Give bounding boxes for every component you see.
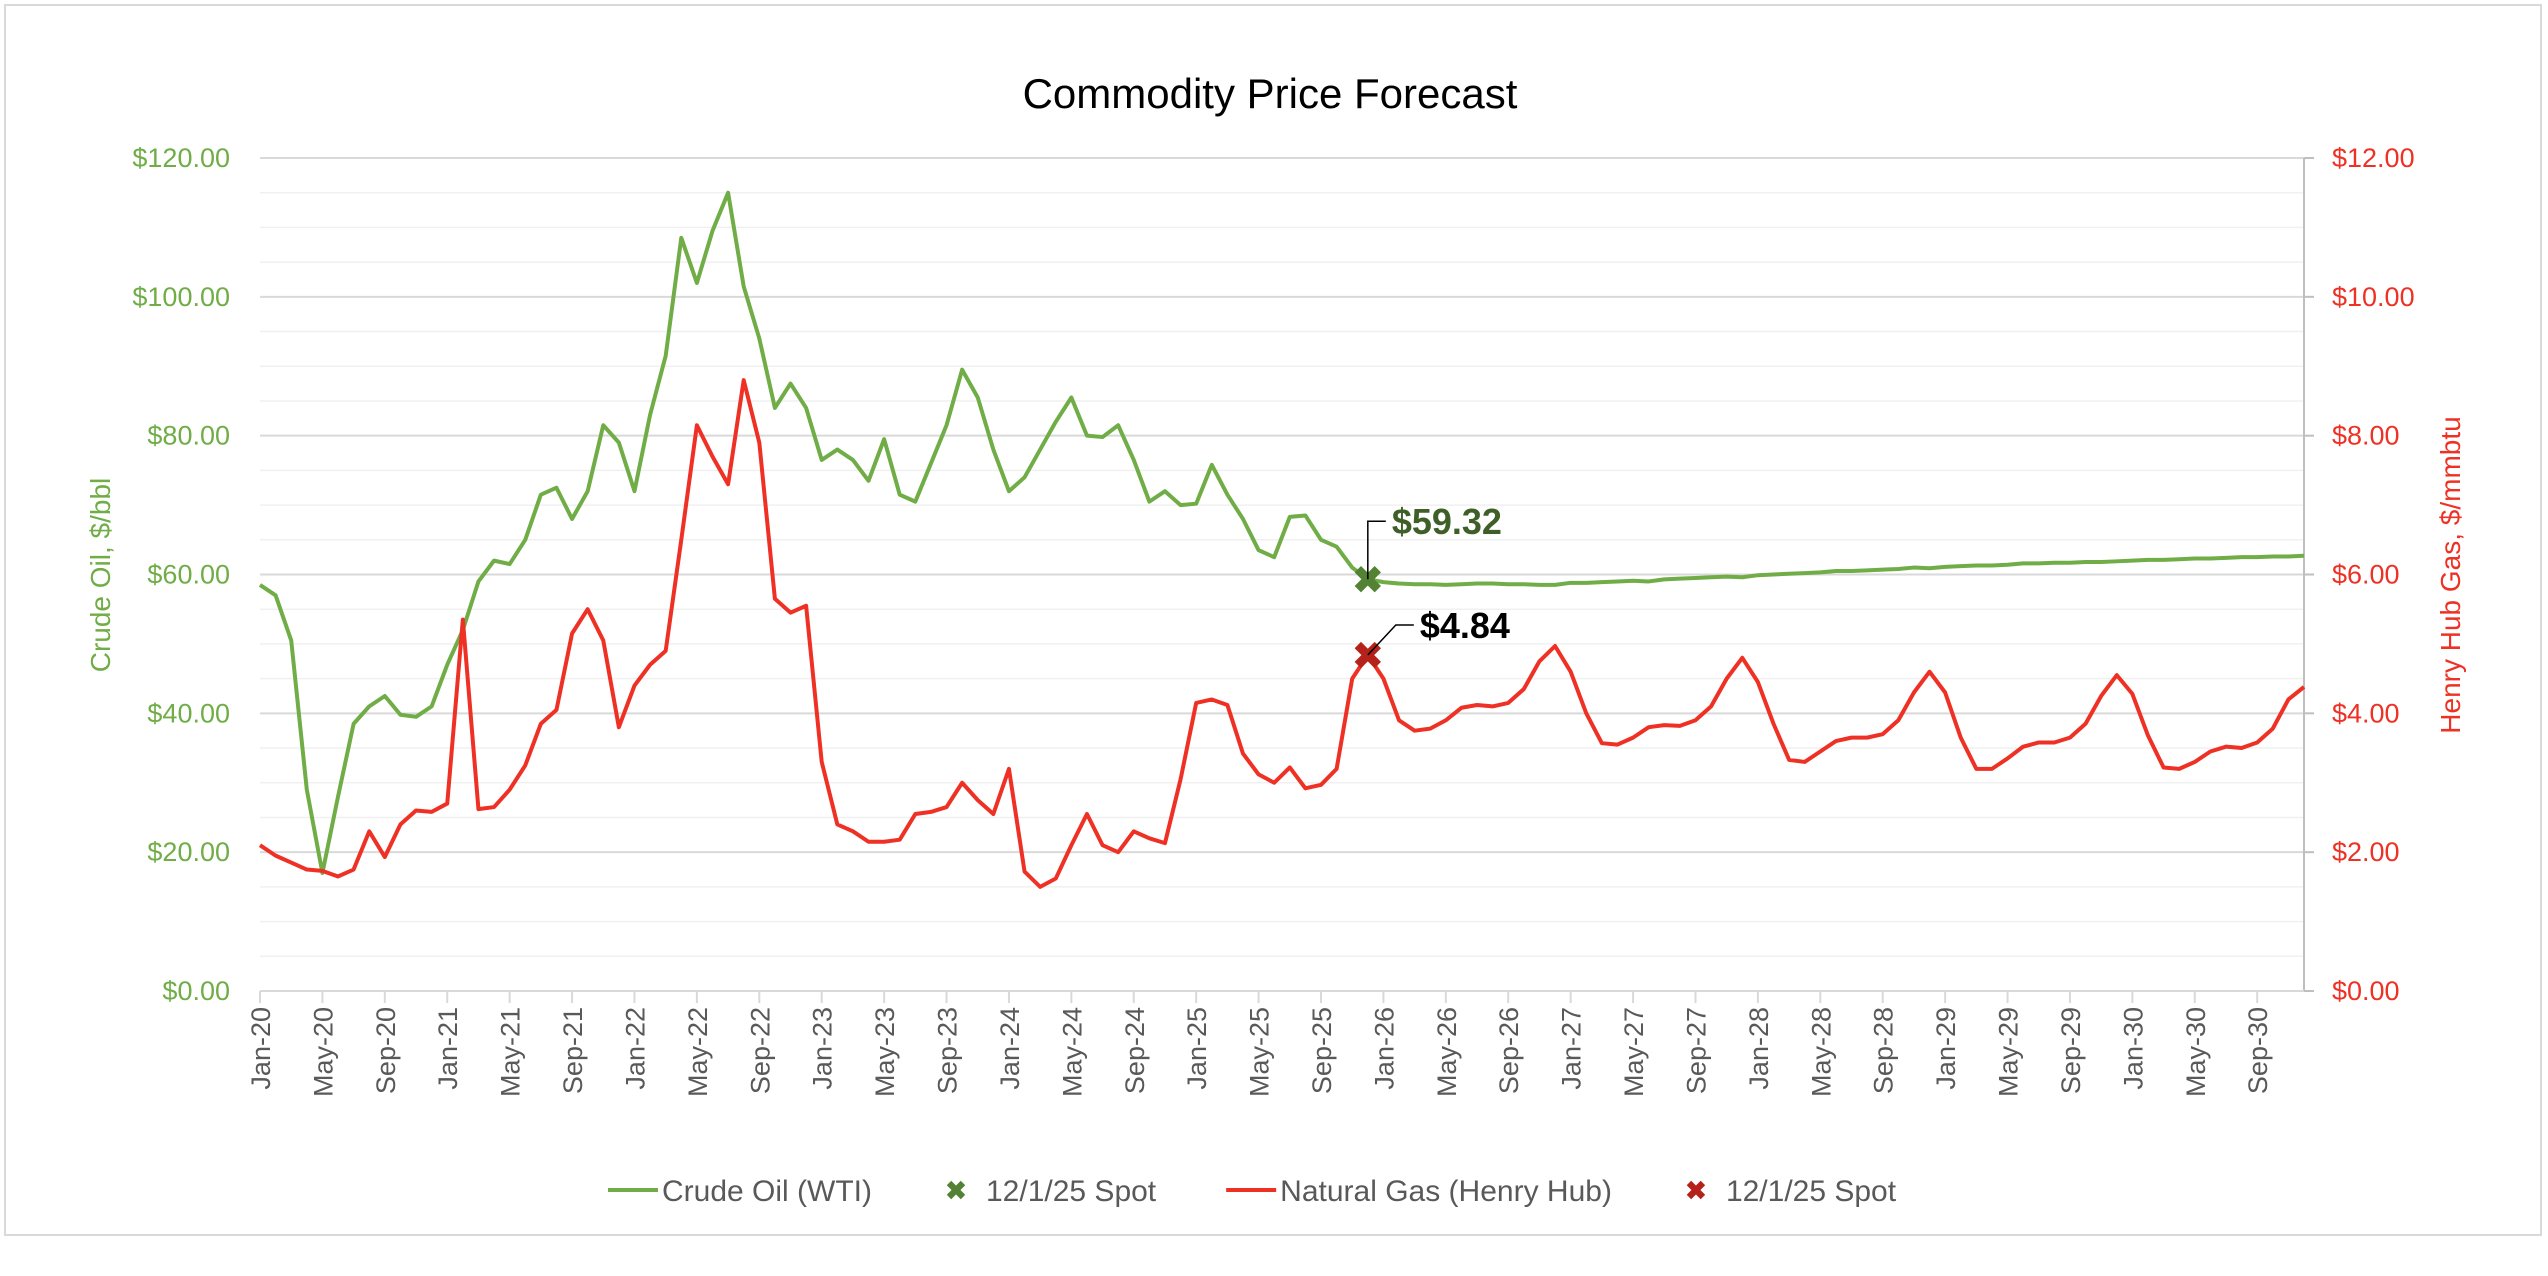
left-tick-label: $40.00 [147,698,230,728]
x-tick-label: Sep-21 [558,1007,588,1094]
legend: Crude Oil (WTI) 12/1/25 Spot Natural Gas (… [608,1175,1897,1208]
x-tick-label: May-23 [870,1007,900,1097]
x-tick-label: May-26 [1432,1007,1462,1097]
x-tick-label: Sep-26 [1494,1007,1524,1094]
gas-spot-label: $4.84 [1420,605,1510,646]
x-tick-label: Sep-20 [371,1007,401,1094]
x-tick-label: Jan-27 [1557,1007,1587,1090]
oil-spot-leader-line [1367,520,1386,580]
legend-item-label: Crude Oil (WTI) [662,1175,872,1208]
right-tick-label: $0.00 [2332,976,2400,1006]
left-tick-label: $100.00 [132,282,230,312]
oil-spot-label: $59.32 [1392,501,1502,542]
x-tick-label: May-25 [1245,1007,1275,1097]
chart-title: Commodity Price Forecast [1023,70,1518,117]
x-tick-label: Jan-24 [995,1007,1025,1090]
left-axis-title: Crude Oil, $/bbl [85,478,116,673]
left-tick-label: $80.00 [147,421,230,451]
x-tick-label: May-24 [1057,1007,1087,1097]
legend-item-label: 12/1/25 Spot [986,1175,1157,1208]
crude-oil-line [258,190,2305,875]
x-tick-label: Sep-25 [1307,1007,1337,1094]
x-tick-label: May-30 [2181,1007,2211,1097]
right-tick-label: $2.00 [2332,837,2400,867]
x-tick-label: Jan-25 [1182,1007,1212,1090]
x-tick-label: Jan-23 [808,1007,838,1090]
x-tick-label: Sep-29 [2056,1007,2086,1094]
x-tick-label: May-29 [1994,1007,2024,1097]
x-tick-label: May-28 [1806,1007,1836,1097]
x-tick-label: Sep-24 [1120,1007,1150,1094]
legend-spot-marker-icon [1686,1180,1706,1200]
x-tick-label: Jan-20 [246,1007,276,1090]
x-tick-label: Jan-21 [433,1007,463,1090]
right-tick-label: $10.00 [2332,282,2415,312]
left-tick-label: $120.00 [132,143,230,173]
right-axis-title: Henry Hub Gas, $/mmbtu [2435,416,2466,733]
x-tick-label: Jan-29 [1931,1007,1961,1090]
legend-item-label: 12/1/25 Spot [1726,1175,1897,1208]
left-tick-label: $20.00 [147,837,230,867]
right-tick-label: $4.00 [2332,698,2400,728]
x-tick-label: May-22 [683,1007,713,1097]
x-tick-label: Sep-30 [2243,1007,2273,1094]
x-tick-label: Jan-30 [2118,1007,2148,1090]
x-tick-label: Jan-26 [1369,1007,1399,1090]
x-tick-label: Sep-23 [933,1007,963,1094]
x-tick-label: Jan-22 [620,1007,650,1090]
left-tick-label: $0.00 [162,976,230,1006]
chart-frame [4,4,2542,1236]
natural-gas-line [258,378,2306,889]
x-tick-label: Sep-27 [1681,1007,1711,1094]
x-tick-label: Sep-22 [745,1007,775,1094]
x-tick-label: May-21 [496,1007,526,1097]
x-tick-label: May-20 [308,1007,338,1097]
series-layer: $59.32 $4.84 [258,190,2306,889]
right-tick-label: $12.00 [2332,143,2415,173]
left-tick-label: $60.00 [147,560,230,590]
right-tick-label: $8.00 [2332,421,2400,451]
x-tick-label: Jan-28 [1744,1007,1774,1090]
gas-spot-leader-line [1367,624,1414,656]
right-tick-label: $6.00 [2332,560,2400,590]
legend-item-label: Natural Gas (Henry Hub) [1280,1175,1612,1208]
axes: $0.00 $20.00 $40.00 $60.00 $80.00 $100.00 $120… [132,143,2414,1097]
x-tick-label: May-27 [1619,1007,1649,1097]
x-tick-label: Sep-28 [1869,1007,1899,1094]
legend-spot-marker-icon [946,1180,966,1200]
